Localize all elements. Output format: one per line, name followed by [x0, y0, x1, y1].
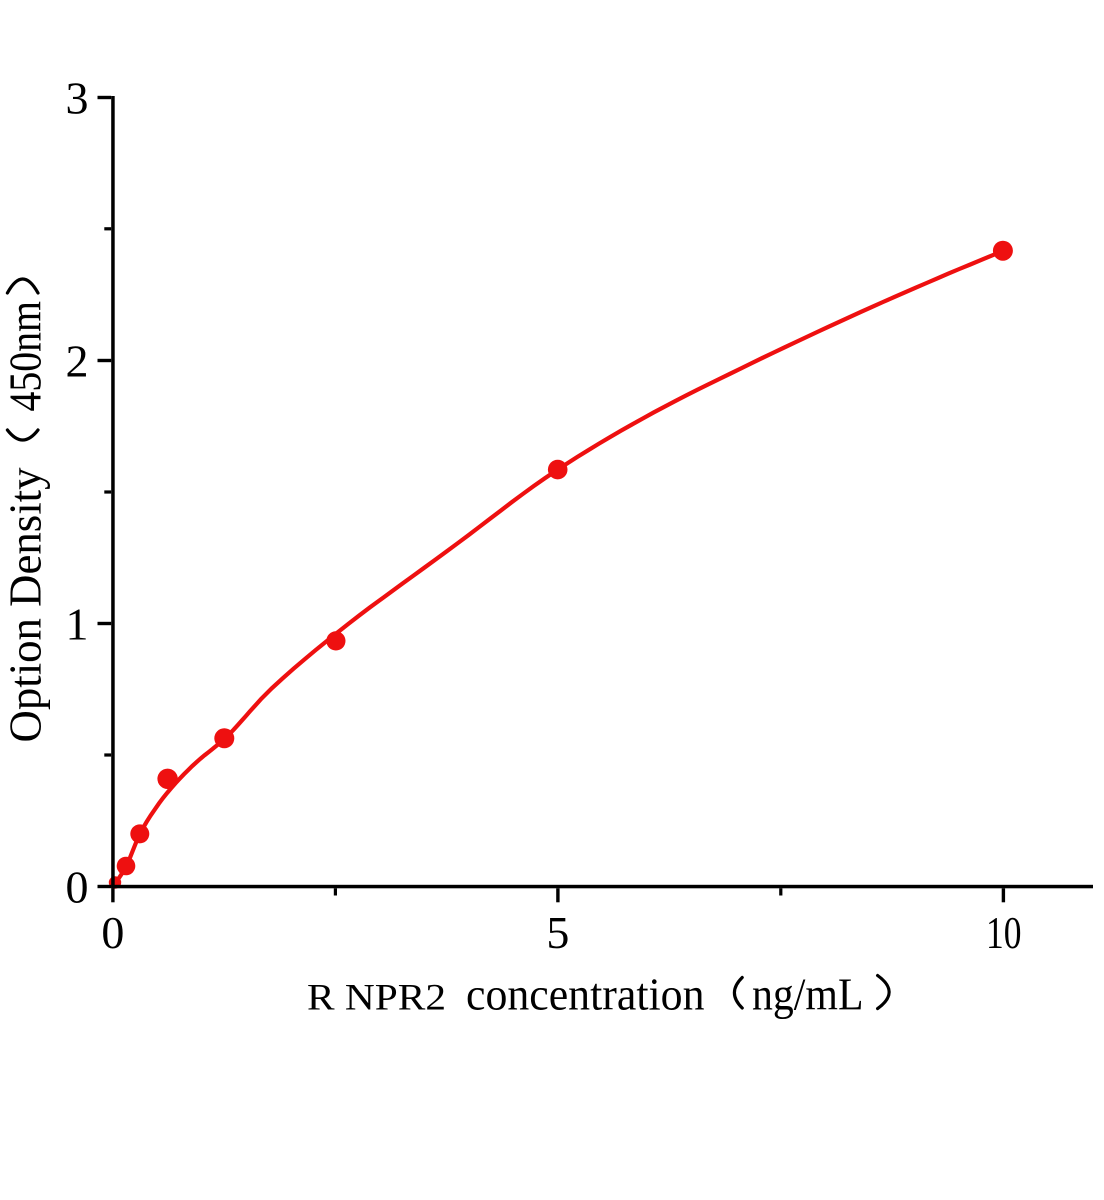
- svg-text:10: 10: [986, 907, 1022, 958]
- svg-text:1: 1: [66, 599, 89, 650]
- svg-text:concentration: concentration: [466, 969, 705, 1020]
- svg-text:0: 0: [101, 907, 124, 958]
- svg-text:450nm: 450nm: [0, 301, 51, 412]
- svg-text:0: 0: [66, 862, 89, 913]
- svg-text:3: 3: [66, 73, 89, 124]
- svg-text:Option Density: Option Density: [0, 468, 51, 743]
- svg-text:2: 2: [66, 336, 89, 387]
- svg-text:5: 5: [546, 907, 569, 958]
- svg-text:ng/mL: ng/mL: [752, 969, 864, 1020]
- svg-text:R NPR2: R NPR2: [307, 978, 446, 1019]
